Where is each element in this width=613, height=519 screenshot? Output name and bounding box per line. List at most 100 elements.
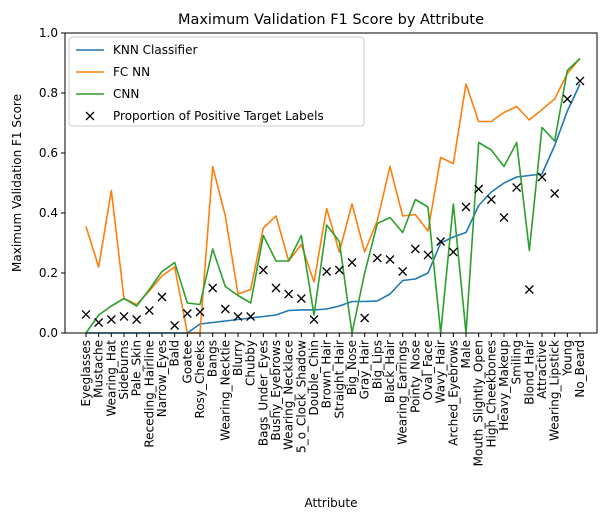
legend-label: Proportion of Positive Target Labels <box>113 109 324 123</box>
x-tick-label: Bangs <box>206 340 220 377</box>
data-point-marker <box>347 258 357 267</box>
y-axis-label: Maximum Validation F1 Score <box>10 94 24 272</box>
x-tick-label: Male <box>459 340 473 368</box>
x-tick-label: Eyeglasses <box>79 340 93 407</box>
legend-label: CNN <box>113 87 139 101</box>
data-point-marker <box>360 313 370 323</box>
y-tick-label: 0.0 <box>39 326 58 340</box>
x-tick-label: Wearing_Necktie <box>218 340 232 441</box>
x-tick-label: Wavy_Hair <box>434 340 448 403</box>
data-point-marker <box>284 289 294 299</box>
x-tick-label: Straight_Hair <box>332 340 346 419</box>
y-axis: 0.0 0.2 0.4 0.6 0.8 1.0 <box>39 26 65 340</box>
x-tick-label: No_Beard <box>573 340 587 398</box>
x-tick-label: Mustache <box>92 340 106 398</box>
data-point-marker <box>258 265 268 275</box>
series-line <box>85 57 581 334</box>
x-tick-label: Gray_Hair <box>358 340 372 399</box>
x-tick-label: Wearing_Necklace <box>282 340 296 450</box>
y-tick-label: 0.4 <box>39 206 58 220</box>
x-tick-label: Oval_Face <box>421 340 435 400</box>
x-tick-label: Double_Chin <box>307 340 321 415</box>
data-point-marker <box>398 267 408 276</box>
x-axis: EyeglassesMustacheWearing_HatSideburnsPa… <box>79 333 587 466</box>
x-tick-label: Bushy_Eyebrows <box>269 340 283 441</box>
data-point-marker <box>372 253 382 263</box>
x-tick-label: Smiling <box>510 340 524 385</box>
data-point-marker <box>524 285 534 294</box>
data-point-marker <box>512 183 522 192</box>
y-tick-label: 0.8 <box>39 86 58 100</box>
x-tick-label: 5_o_Clock_Shadow <box>294 340 308 453</box>
data-point-marker <box>208 283 218 293</box>
data-point-marker <box>246 312 256 321</box>
x-tick-label: Chubby <box>244 340 258 386</box>
x-tick-label: Arched_Eyebrows <box>446 340 460 446</box>
x-tick-label: Narrow_Eyes <box>155 340 169 417</box>
series-line <box>85 57 581 334</box>
data-point-marker <box>182 309 192 318</box>
data-point-marker <box>385 255 395 264</box>
data-point-marker <box>322 267 332 276</box>
data-point-marker <box>157 292 167 302</box>
data-point-marker <box>296 294 306 303</box>
x-tick-label: Wearing_Earrings <box>396 340 410 445</box>
data-point-marker <box>486 195 496 204</box>
plot-area <box>81 57 585 334</box>
x-tick-label: Big_Nose <box>345 340 359 395</box>
x-tick-label: Brown_Hair <box>320 340 334 408</box>
x-axis-label: Attribute <box>305 496 358 510</box>
x-tick-label: Blurry <box>231 340 245 376</box>
x-tick-label: Bags_Under_Eyes <box>256 340 270 446</box>
data-point-marker <box>170 321 180 330</box>
x-tick-label: Attractive <box>535 340 549 399</box>
data-point-marker <box>448 247 458 257</box>
x-tick-label: High_Cheekbones <box>484 340 498 447</box>
data-point-marker <box>410 244 420 254</box>
data-point-marker <box>271 283 281 293</box>
data-point-marker <box>132 315 142 324</box>
legend: KNN Classifier FC NN CNN Proportion of Posi… <box>68 36 365 127</box>
x-tick-label: Heavy_Makeup <box>497 340 511 431</box>
data-point-marker <box>233 312 243 321</box>
data-point-marker <box>436 237 446 246</box>
data-point-marker <box>195 307 205 317</box>
data-point-marker <box>106 315 116 324</box>
legend-swatch <box>85 111 95 121</box>
data-point-marker <box>309 315 319 324</box>
x-tick-label: Sideburns <box>117 340 131 400</box>
data-point-marker <box>575 76 585 86</box>
data-point-marker <box>119 312 129 321</box>
y-tick-label: 0.2 <box>39 266 58 280</box>
x-tick-label: Blond_Hair <box>522 340 536 405</box>
data-point-marker <box>423 250 433 260</box>
data-point-marker <box>474 184 484 194</box>
data-point-marker <box>537 172 547 182</box>
data-point-marker <box>94 318 104 327</box>
x-tick-label: Rosy_Cheeks <box>193 340 207 418</box>
chart-title: Maximum Validation F1 Score by Attribute <box>178 12 484 28</box>
x-tick-label: Goatee <box>180 340 194 383</box>
data-point-marker <box>81 309 91 319</box>
y-tick-label: 1.0 <box>39 26 58 40</box>
x-tick-label: Wearing_Lipstick <box>548 340 562 441</box>
data-point-marker <box>461 202 471 212</box>
legend-label: KNN Classifier <box>113 43 197 57</box>
data-point-marker <box>144 306 154 315</box>
legend-box <box>68 36 365 127</box>
y-tick-label: 0.6 <box>39 146 58 160</box>
x-tick-label: Receding_Hairline <box>142 340 156 448</box>
axes-frame <box>64 32 598 334</box>
data-point-marker <box>334 265 344 275</box>
data-point-marker <box>220 304 230 314</box>
data-point-marker <box>550 189 560 198</box>
x-tick-label: Big_Lips <box>370 340 384 389</box>
x-tick-label: Black_Hair <box>383 340 397 403</box>
x-tick-label: Pointy_Nose <box>408 340 422 413</box>
x-tick-label: Bald <box>168 340 182 367</box>
x-tick-label: Wearing_Hat <box>104 340 118 417</box>
data-point-marker <box>562 94 572 104</box>
legend-label: FC NN <box>113 65 150 79</box>
x-tick-label: Pale_Skin <box>130 340 144 396</box>
